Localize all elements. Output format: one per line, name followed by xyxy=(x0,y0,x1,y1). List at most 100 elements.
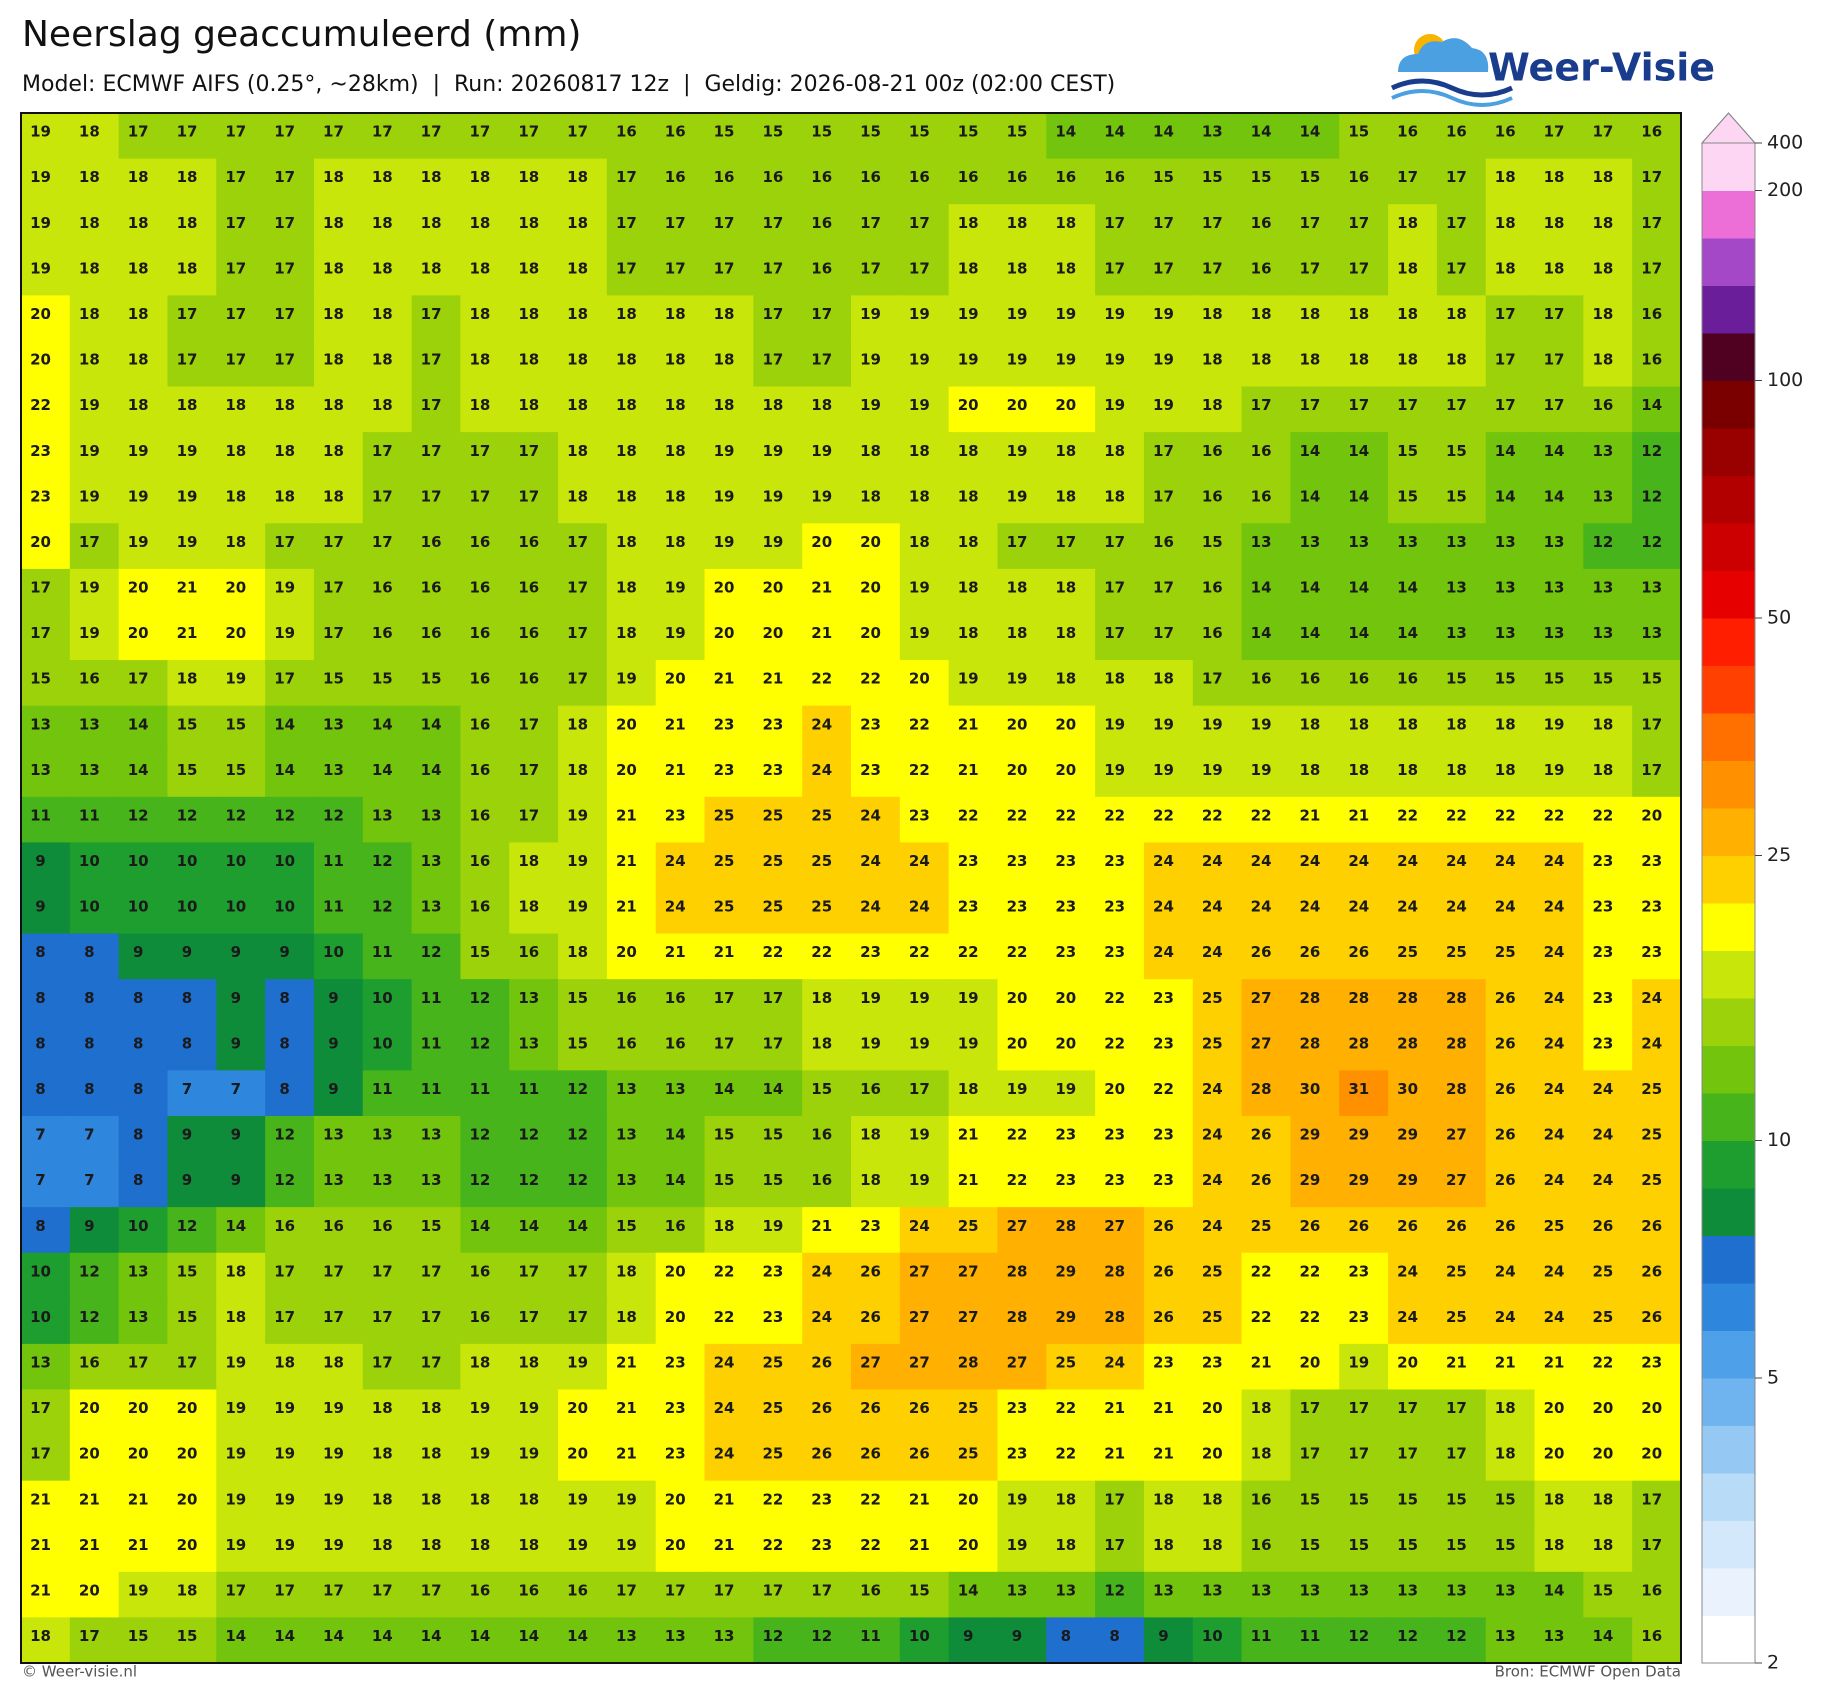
precip-value: 19 xyxy=(616,1536,637,1554)
precip-cell xyxy=(1241,1435,1292,1482)
precip-cell xyxy=(948,1070,999,1117)
precip-cell xyxy=(21,1298,71,1345)
precip-cell xyxy=(753,888,803,935)
precip-cell xyxy=(997,1389,1047,1436)
precip-value: 21 xyxy=(958,1126,979,1144)
precip-value: 9 xyxy=(328,1034,338,1052)
precip-cell xyxy=(851,705,901,752)
precip-cell xyxy=(460,660,510,707)
precip-cell xyxy=(606,1298,657,1345)
precip-value: 20 xyxy=(1202,1445,1223,1463)
precip-cell xyxy=(1436,933,1487,980)
precip-value: 8 xyxy=(133,1171,143,1189)
precip-cell xyxy=(1143,1435,1194,1482)
precip-cell xyxy=(118,1526,169,1573)
precip-cell xyxy=(1046,660,1096,707)
precip-value: 17 xyxy=(372,123,393,141)
precip-value: 13 xyxy=(714,1627,735,1645)
precip-cell xyxy=(362,340,413,388)
precip-cell xyxy=(899,477,950,524)
precip-value: 17 xyxy=(1007,533,1028,551)
precip-cell xyxy=(606,1115,657,1163)
precip-value: 24 xyxy=(1153,943,1174,961)
precip-cell xyxy=(1388,842,1438,889)
precip-value: 22 xyxy=(1251,1262,1272,1280)
precip-cell xyxy=(655,1207,706,1254)
precip-cell xyxy=(1143,113,1194,160)
precip-value: 21 xyxy=(714,1536,735,1554)
precip-value: 26 xyxy=(860,1308,881,1326)
colorbar-band xyxy=(1702,1283,1755,1331)
precip-cell xyxy=(509,340,559,388)
precip-value: 19 xyxy=(909,305,930,323)
precip-cell xyxy=(1339,1252,1389,1299)
precip-value: 23 xyxy=(1348,1308,1369,1326)
precip-value: 20 xyxy=(1055,715,1076,733)
precip-value: 16 xyxy=(567,1581,588,1599)
precip-value: 18 xyxy=(1397,351,1418,369)
precip-value: 25 xyxy=(1446,943,1467,961)
precip-cell xyxy=(851,933,901,980)
precip-value: 19 xyxy=(30,123,51,141)
precip-value: 26 xyxy=(1397,1217,1418,1235)
precip-cell xyxy=(1046,295,1096,342)
precip-cell xyxy=(167,340,217,388)
precip-cell xyxy=(948,295,999,342)
precip-value: 15 xyxy=(1446,442,1467,460)
precip-value: 19 xyxy=(909,989,930,1007)
precip-value: 19 xyxy=(714,442,735,460)
precip-value: 18 xyxy=(1055,624,1076,642)
precip-cell xyxy=(69,1161,120,1208)
precip-cell xyxy=(1632,113,1682,160)
precip-cell xyxy=(704,614,754,661)
precip-value: 8 xyxy=(84,1080,94,1098)
precip-cell xyxy=(509,386,559,433)
precip-value: 18 xyxy=(1348,351,1369,369)
precip-cell xyxy=(460,1526,510,1573)
precip-value: 17 xyxy=(1055,533,1076,551)
precip-value: 18 xyxy=(1592,214,1613,232)
precip-cell xyxy=(997,1115,1047,1163)
precip-value: 18 xyxy=(1007,259,1028,277)
precip-cell xyxy=(216,842,266,889)
precip-value: 14 xyxy=(518,1217,539,1235)
colorbar-band xyxy=(1702,950,1755,999)
precip-cell xyxy=(265,1298,315,1345)
precip-cell xyxy=(753,705,803,752)
precip-cell xyxy=(69,1207,120,1254)
precip-cell xyxy=(704,1480,754,1527)
precip-value: 18 xyxy=(616,442,637,460)
precip-value: 13 xyxy=(372,1126,393,1144)
precip-value: 17 xyxy=(372,533,393,551)
precip-cell xyxy=(997,660,1047,707)
precip-value: 17 xyxy=(909,214,930,232)
precip-value: 14 xyxy=(1300,442,1321,460)
precip-value: 17 xyxy=(665,214,686,232)
precip-value: 21 xyxy=(30,1536,51,1554)
precip-value: 9 xyxy=(328,989,338,1007)
precip-cell xyxy=(1388,1435,1438,1482)
precip-cell xyxy=(509,568,559,616)
precip-value: 17 xyxy=(1251,396,1272,414)
precip-value: 15 xyxy=(1202,168,1223,186)
precip-value: 19 xyxy=(274,1445,295,1463)
precip-value: 16 xyxy=(518,624,539,642)
precip-value: 26 xyxy=(1495,989,1516,1007)
precip-value: 28 xyxy=(1397,989,1418,1007)
precip-cell xyxy=(753,1435,803,1482)
precip-value: 24 xyxy=(811,761,832,779)
precip-cell xyxy=(21,888,71,935)
precip-value: 17 xyxy=(1544,305,1565,323)
precip-cell xyxy=(1388,386,1438,433)
precip-cell xyxy=(1534,1024,1584,1071)
precip-cell xyxy=(948,614,999,661)
precip-value: 18 xyxy=(860,1126,881,1144)
precip-value: 17 xyxy=(518,442,539,460)
precip-cell xyxy=(265,1024,315,1071)
precip-cell xyxy=(606,1389,657,1436)
precip-value: 17 xyxy=(274,1262,295,1280)
precip-value: 18 xyxy=(372,1445,393,1463)
precip-cell xyxy=(753,1343,803,1391)
precip-cell xyxy=(313,796,364,844)
precip-cell xyxy=(69,1115,120,1163)
